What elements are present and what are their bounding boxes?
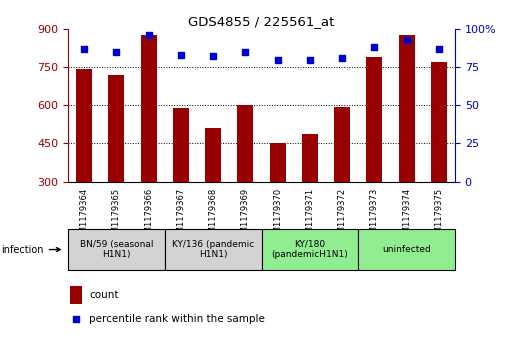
Point xyxy=(144,32,153,38)
Text: KY/136 (pandemic
H1N1): KY/136 (pandemic H1N1) xyxy=(172,240,254,259)
Bar xyxy=(68,229,165,270)
Bar xyxy=(262,229,358,270)
Point xyxy=(305,57,314,62)
Bar xyxy=(431,62,447,182)
Point xyxy=(435,46,443,52)
Bar xyxy=(108,75,124,182)
Point xyxy=(177,52,185,58)
Text: infection: infection xyxy=(2,245,60,254)
Point xyxy=(72,315,80,322)
Text: percentile rank within the sample: percentile rank within the sample xyxy=(89,314,265,323)
Bar xyxy=(334,107,350,182)
Point xyxy=(338,55,346,61)
Text: uninfected: uninfected xyxy=(382,245,431,254)
Point xyxy=(80,46,88,52)
Point xyxy=(209,54,218,60)
Bar xyxy=(165,229,262,270)
Bar xyxy=(399,36,415,182)
Text: count: count xyxy=(89,290,119,301)
Title: GDS4855 / 225561_at: GDS4855 / 225561_at xyxy=(188,15,335,28)
Point xyxy=(403,37,411,42)
Bar xyxy=(205,128,221,182)
Bar xyxy=(70,286,82,304)
Text: KY/180
(pandemicH1N1): KY/180 (pandemicH1N1) xyxy=(271,240,348,259)
Point xyxy=(112,49,120,55)
Bar xyxy=(141,36,157,182)
Bar xyxy=(358,229,455,270)
Point xyxy=(241,49,249,55)
Bar xyxy=(173,108,189,182)
Text: BN/59 (seasonal
H1N1): BN/59 (seasonal H1N1) xyxy=(79,240,153,259)
Bar xyxy=(269,143,286,182)
Bar xyxy=(237,105,254,182)
Bar xyxy=(366,57,382,182)
Point xyxy=(370,44,379,50)
Bar xyxy=(76,69,92,182)
Bar xyxy=(302,134,318,182)
Point xyxy=(274,57,282,62)
